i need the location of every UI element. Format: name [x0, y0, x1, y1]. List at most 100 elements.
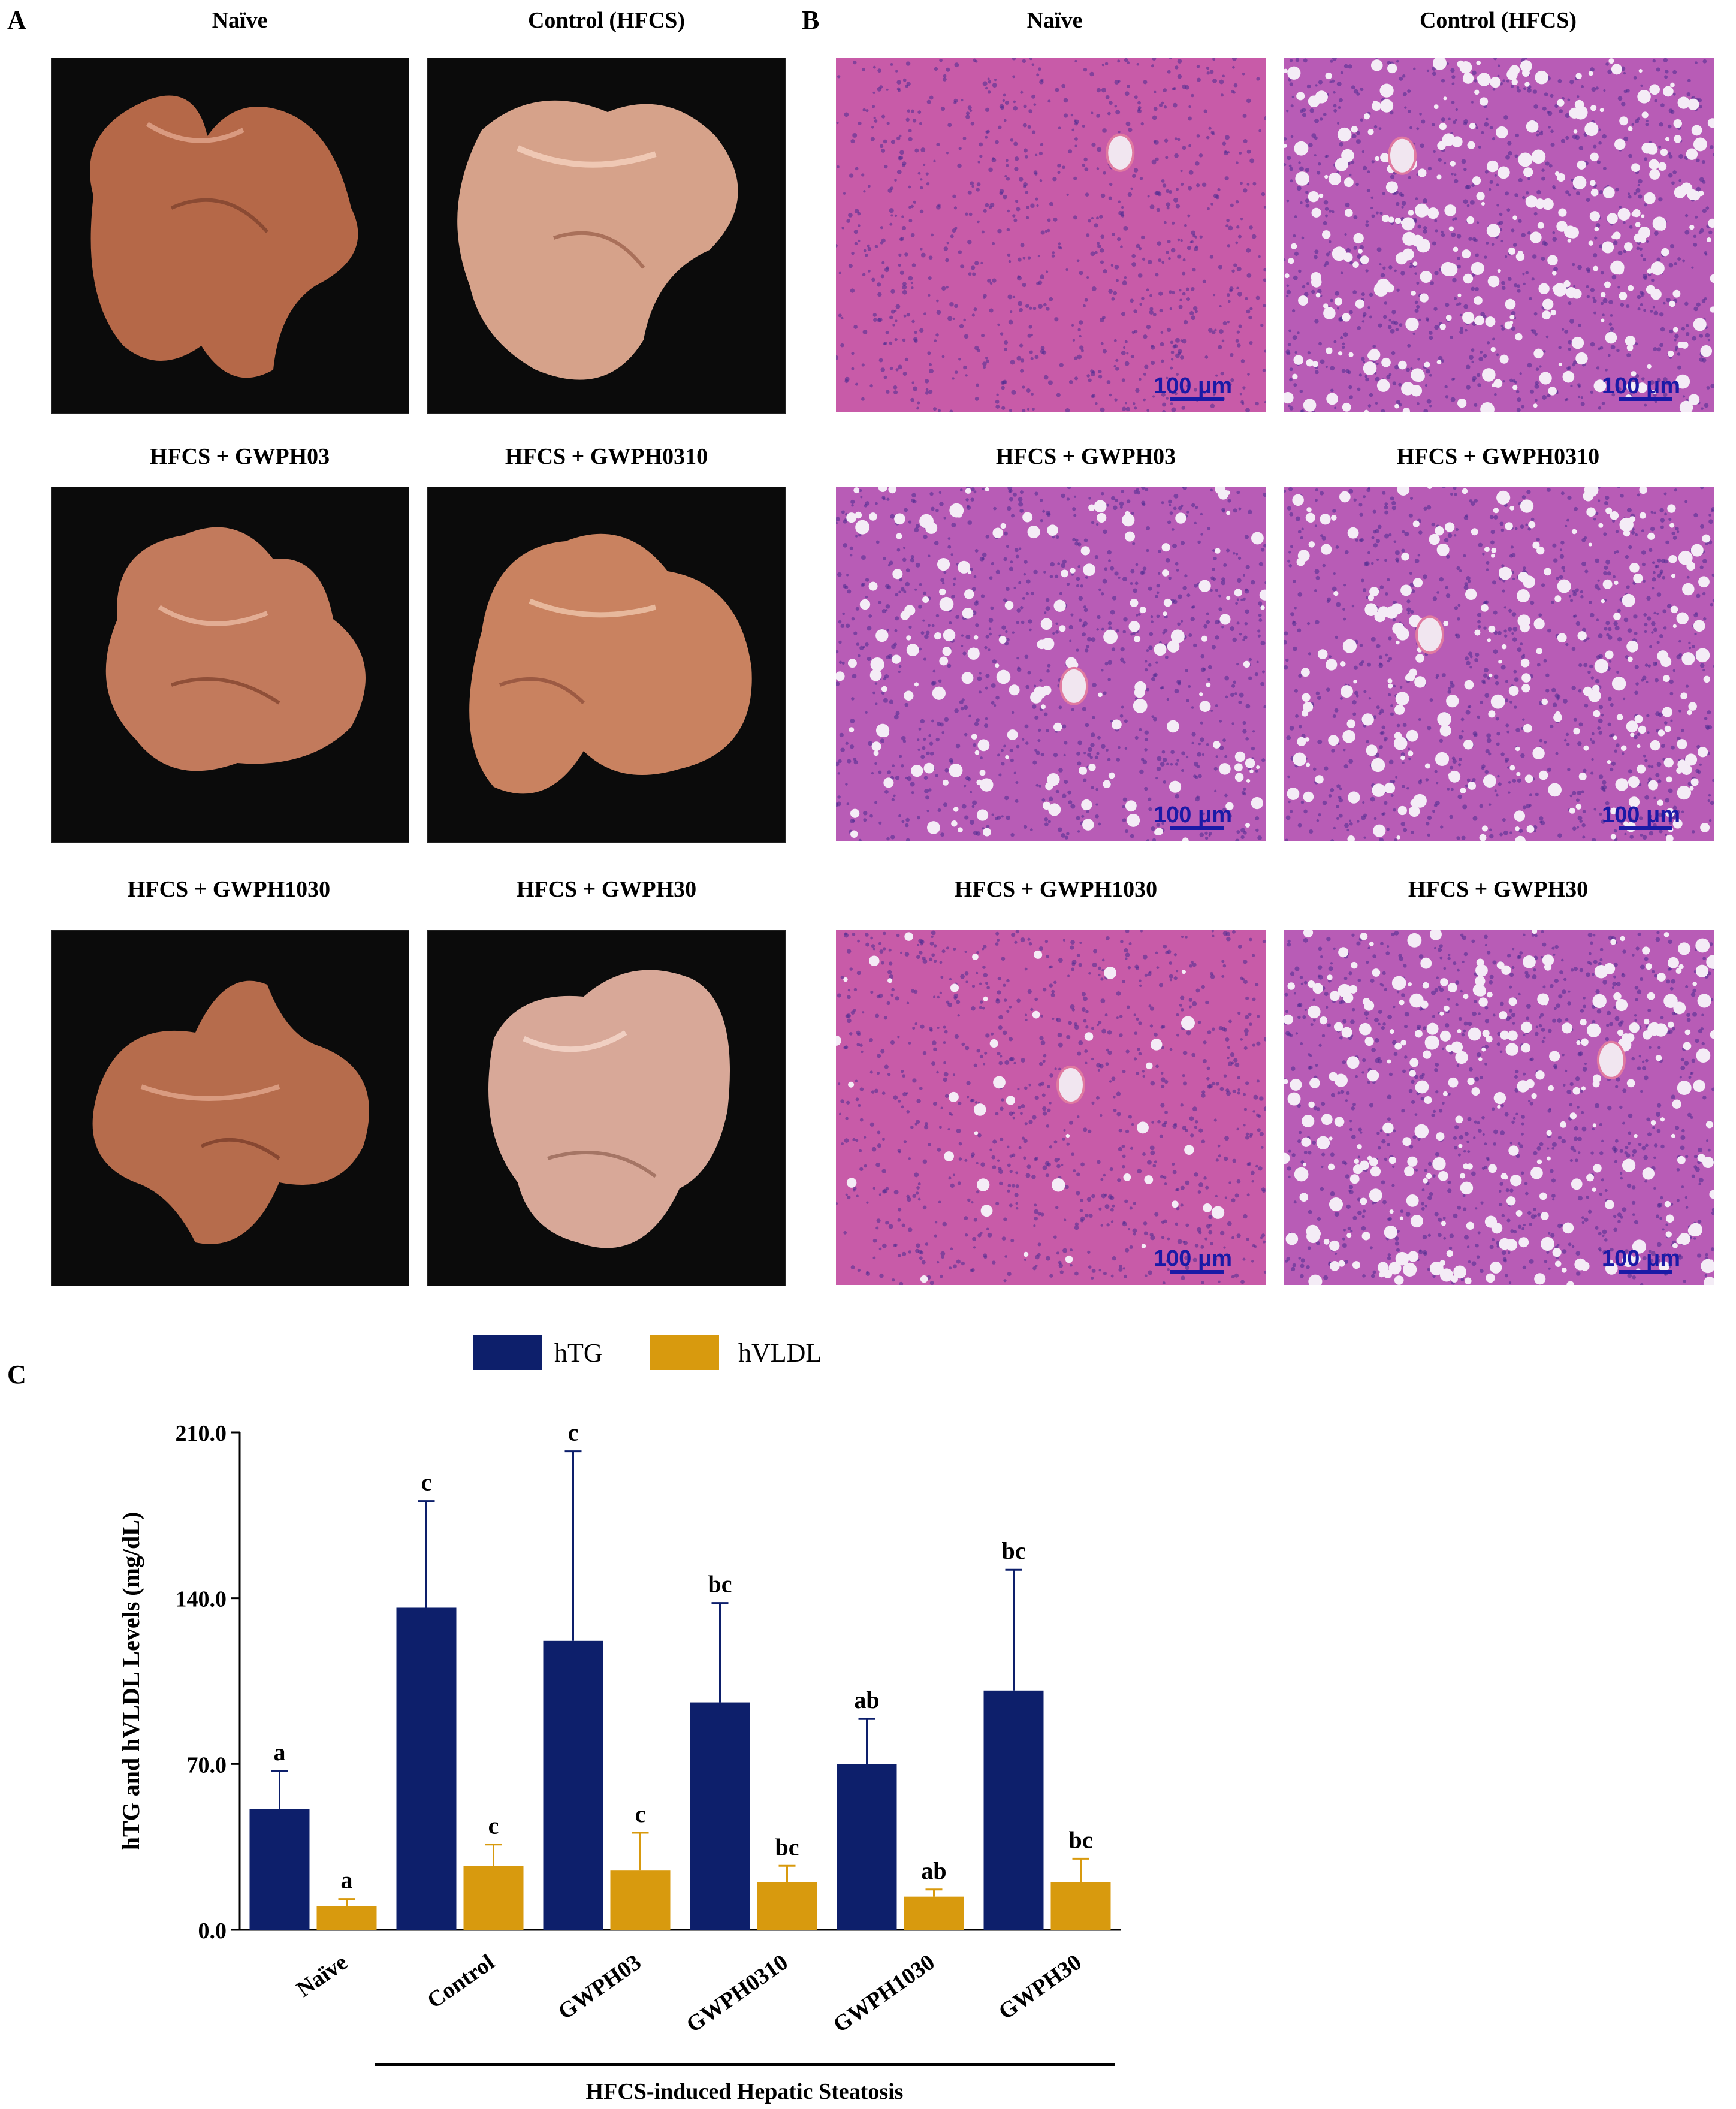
nucleus [971, 265, 976, 270]
nucleus [1186, 384, 1189, 388]
nucleus [985, 982, 989, 985]
nucleus [1701, 298, 1706, 303]
nucleus [1297, 530, 1302, 534]
nucleus [1260, 641, 1266, 646]
nucleus [836, 244, 838, 248]
nucleus [1332, 586, 1337, 592]
nucleus [1149, 307, 1154, 311]
nucleus [1016, 621, 1019, 624]
nucleus [1581, 823, 1586, 828]
nucleus [1222, 931, 1228, 936]
fat-vacuole [1556, 173, 1566, 182]
nucleus [1505, 723, 1509, 728]
fat-vacuole [1637, 764, 1646, 774]
nucleus [1235, 838, 1240, 841]
nucleus [1653, 571, 1656, 574]
nucleus [1177, 138, 1181, 141]
nucleus [1110, 1220, 1114, 1223]
nucleus [1110, 720, 1113, 723]
fat-vacuole [1644, 192, 1656, 204]
fat-vacuole [1474, 296, 1483, 305]
nucleus [1160, 331, 1164, 334]
nucleus [1533, 829, 1536, 832]
fat-vacuole [1302, 693, 1311, 702]
nucleus [1511, 553, 1516, 557]
nucleus [1001, 957, 1006, 961]
nucleus [1433, 307, 1438, 311]
nucleus [916, 1099, 921, 1103]
nucleus [1605, 495, 1610, 500]
nucleus [1566, 743, 1570, 746]
nucleus [1180, 620, 1184, 623]
nucleus [1096, 1023, 1100, 1027]
nucleus [1387, 693, 1391, 696]
nucleus [1657, 558, 1662, 563]
fat-vacuole [1463, 739, 1474, 750]
nucleus [840, 1099, 844, 1103]
nucleus [936, 204, 941, 210]
nucleus [953, 947, 956, 951]
nucleus [1006, 228, 1010, 232]
nucleus [1448, 687, 1451, 690]
nucleus [1605, 62, 1609, 66]
nucleus [895, 711, 900, 716]
nucleus [846, 802, 850, 806]
nucleus [1454, 534, 1457, 537]
nucleus [1049, 796, 1053, 801]
nucleus [1219, 304, 1222, 307]
nucleus [1309, 829, 1314, 834]
nucleus [1116, 758, 1121, 762]
fat-vacuole [1373, 100, 1378, 106]
nucleus [1180, 388, 1185, 394]
nucleus [1188, 105, 1191, 108]
nucleus [1026, 579, 1031, 584]
nucleus [1244, 535, 1249, 539]
nucleus [1453, 487, 1457, 490]
nucleus [1141, 487, 1146, 490]
nucleus [928, 255, 933, 260]
nucleus [1119, 501, 1124, 506]
nucleus [1701, 407, 1704, 410]
nucleus [985, 86, 988, 90]
fat-vacuole [1420, 270, 1432, 283]
panel-a-title-gwph0310: HFCS + GWPH0310 [505, 444, 708, 469]
nucleus [1315, 691, 1320, 696]
nucleus [1644, 623, 1648, 627]
nucleus [1394, 364, 1399, 370]
nucleus [1472, 777, 1476, 782]
nucleus [1132, 542, 1136, 545]
nucleus [953, 206, 958, 210]
nucleus [1115, 367, 1119, 371]
nucleus [1011, 514, 1015, 518]
fat-vacuole [1481, 825, 1489, 832]
nucleus [1125, 1248, 1130, 1253]
nucleus [1182, 271, 1186, 276]
nucleus [985, 674, 990, 678]
nucleus [1393, 808, 1396, 812]
nucleus [1551, 600, 1554, 604]
fat-vacuole [1672, 819, 1683, 829]
nucleus [1166, 1259, 1170, 1263]
nucleus [924, 1122, 928, 1126]
nucleus [1641, 562, 1646, 566]
nucleus [908, 129, 912, 133]
nucleus [1152, 717, 1157, 722]
nucleus [1191, 706, 1194, 709]
nucleus [1153, 1032, 1158, 1037]
nucleus [1051, 254, 1055, 258]
nucleus [1382, 192, 1385, 195]
fat-vacuole [1505, 522, 1513, 530]
nucleus [1578, 722, 1583, 727]
nucleus [872, 65, 876, 69]
nucleus [1221, 508, 1225, 512]
fat-vacuole [1446, 694, 1459, 708]
nucleus [1151, 677, 1155, 681]
nucleus [1336, 307, 1340, 310]
nucleus [1607, 571, 1611, 576]
nucleus [895, 996, 899, 1001]
fat-vacuole [894, 513, 905, 525]
nucleus [1330, 839, 1335, 841]
nucleus [851, 251, 855, 255]
nucleus [936, 1260, 940, 1264]
nucleus [1054, 1158, 1059, 1163]
